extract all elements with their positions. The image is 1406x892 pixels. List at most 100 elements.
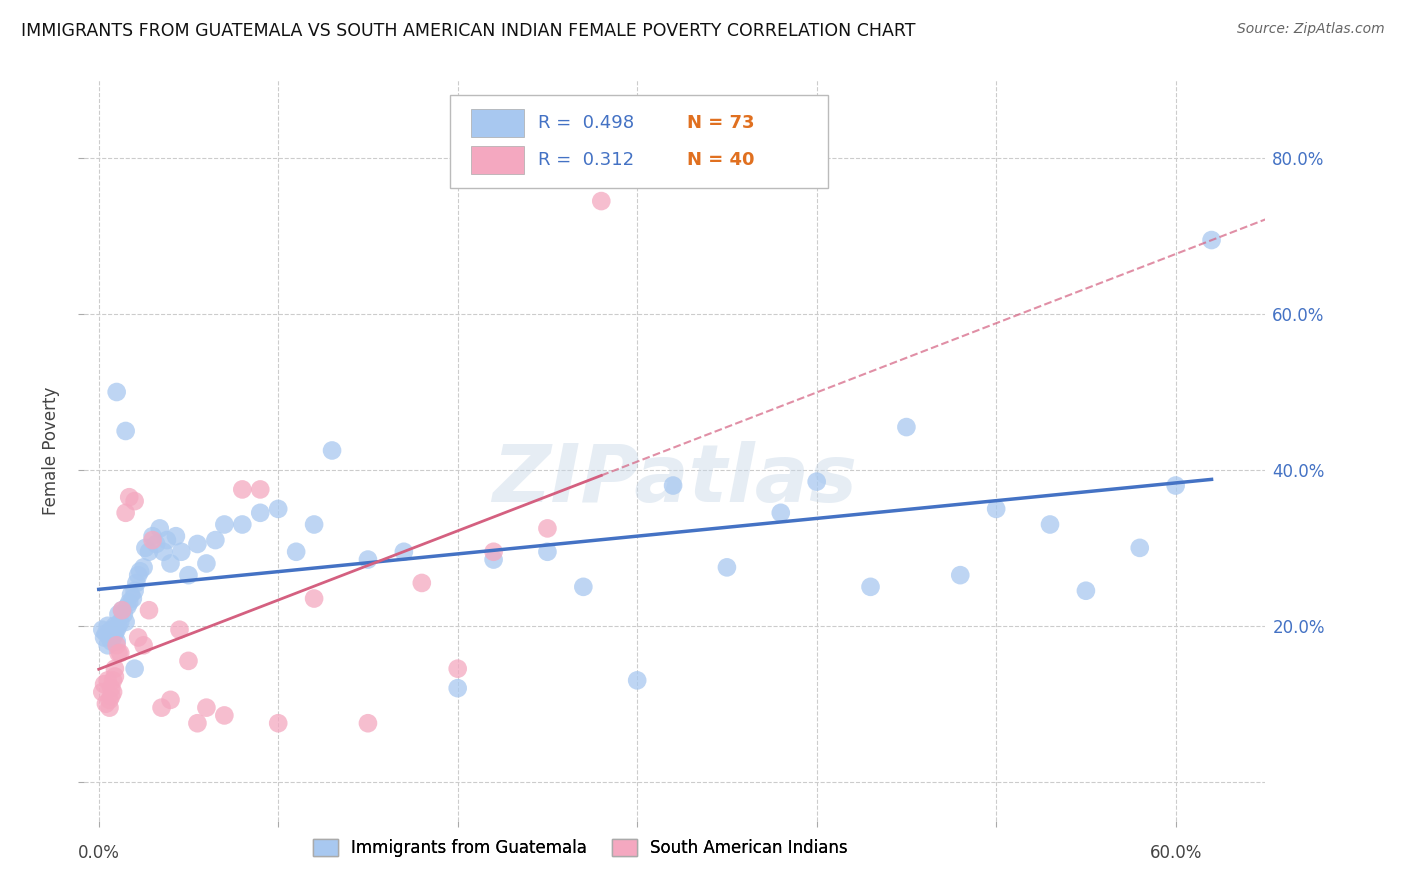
Point bbox=[129, 564, 152, 578]
Point bbox=[285, 545, 308, 559]
FancyBboxPatch shape bbox=[450, 95, 828, 187]
Point bbox=[134, 541, 156, 555]
Point bbox=[447, 681, 470, 695]
Point bbox=[249, 483, 271, 497]
Point bbox=[112, 607, 135, 621]
Point bbox=[447, 662, 470, 676]
Point bbox=[231, 517, 253, 532]
Point bbox=[662, 478, 685, 492]
Point bbox=[186, 716, 208, 731]
Point bbox=[195, 700, 218, 714]
Point bbox=[986, 502, 1008, 516]
Point bbox=[138, 603, 160, 617]
Point bbox=[91, 623, 114, 637]
Text: R =  0.498: R = 0.498 bbox=[538, 113, 634, 132]
Point bbox=[111, 603, 134, 617]
Point bbox=[159, 557, 181, 571]
Point bbox=[591, 194, 613, 208]
Point bbox=[231, 483, 253, 497]
Point bbox=[536, 545, 558, 559]
Text: 0.0%: 0.0% bbox=[77, 844, 120, 862]
Point bbox=[482, 545, 505, 559]
Point bbox=[107, 646, 129, 660]
Point bbox=[127, 631, 149, 645]
Point bbox=[156, 533, 179, 547]
Point bbox=[214, 708, 236, 723]
Point bbox=[98, 631, 121, 645]
Point bbox=[107, 619, 129, 633]
Point bbox=[411, 576, 433, 591]
Point bbox=[1039, 517, 1062, 532]
Point bbox=[145, 537, 167, 551]
Point bbox=[165, 529, 187, 543]
Point bbox=[94, 697, 117, 711]
Point bbox=[124, 494, 146, 508]
Point bbox=[302, 591, 325, 606]
Text: ZIPatlas: ZIPatlas bbox=[492, 441, 858, 519]
Text: R =  0.312: R = 0.312 bbox=[538, 151, 634, 169]
Point bbox=[104, 626, 127, 640]
Point bbox=[111, 603, 134, 617]
Point bbox=[101, 673, 124, 688]
Point bbox=[110, 646, 132, 660]
Point bbox=[302, 517, 325, 532]
Bar bbox=[471, 109, 523, 136]
Point bbox=[769, 506, 792, 520]
Point bbox=[132, 560, 155, 574]
Point bbox=[100, 681, 122, 695]
Point bbox=[536, 521, 558, 535]
Point bbox=[101, 685, 124, 699]
Point bbox=[204, 533, 226, 547]
Point bbox=[125, 576, 148, 591]
Point bbox=[177, 654, 200, 668]
Point bbox=[142, 529, 165, 543]
Point bbox=[267, 502, 290, 516]
Point bbox=[100, 623, 122, 637]
Point bbox=[114, 615, 136, 629]
Point bbox=[249, 506, 271, 520]
Point bbox=[150, 700, 173, 714]
Point bbox=[132, 638, 155, 652]
Bar bbox=[471, 146, 523, 174]
Point bbox=[97, 619, 120, 633]
Point bbox=[626, 673, 648, 688]
Point bbox=[110, 615, 132, 629]
Point bbox=[93, 631, 115, 645]
Point bbox=[120, 588, 142, 602]
Point bbox=[267, 716, 290, 731]
Point bbox=[159, 693, 181, 707]
Point bbox=[93, 677, 115, 691]
Point bbox=[118, 595, 141, 609]
Point bbox=[100, 634, 122, 648]
Point bbox=[357, 716, 380, 731]
Point bbox=[105, 638, 128, 652]
Point bbox=[124, 662, 146, 676]
Point bbox=[170, 545, 193, 559]
Point bbox=[357, 552, 380, 566]
Point bbox=[104, 619, 127, 633]
Point bbox=[1164, 478, 1187, 492]
Text: 60.0%: 60.0% bbox=[1150, 844, 1202, 862]
Point bbox=[169, 623, 191, 637]
Point bbox=[195, 557, 218, 571]
Text: N = 73: N = 73 bbox=[686, 113, 754, 132]
Point bbox=[91, 685, 114, 699]
Point bbox=[716, 560, 738, 574]
Point bbox=[214, 517, 236, 532]
Point bbox=[97, 638, 120, 652]
Point bbox=[149, 521, 172, 535]
Point bbox=[806, 475, 828, 489]
Point bbox=[114, 506, 136, 520]
Point bbox=[100, 689, 122, 703]
Text: Source: ZipAtlas.com: Source: ZipAtlas.com bbox=[1237, 22, 1385, 37]
Point bbox=[104, 669, 127, 683]
Point bbox=[118, 490, 141, 504]
Point bbox=[101, 631, 124, 645]
Point bbox=[105, 384, 128, 399]
Point bbox=[1074, 583, 1097, 598]
Point bbox=[142, 533, 165, 547]
Point bbox=[896, 420, 918, 434]
Point bbox=[124, 583, 146, 598]
Text: N = 40: N = 40 bbox=[686, 151, 754, 169]
Point bbox=[859, 580, 882, 594]
